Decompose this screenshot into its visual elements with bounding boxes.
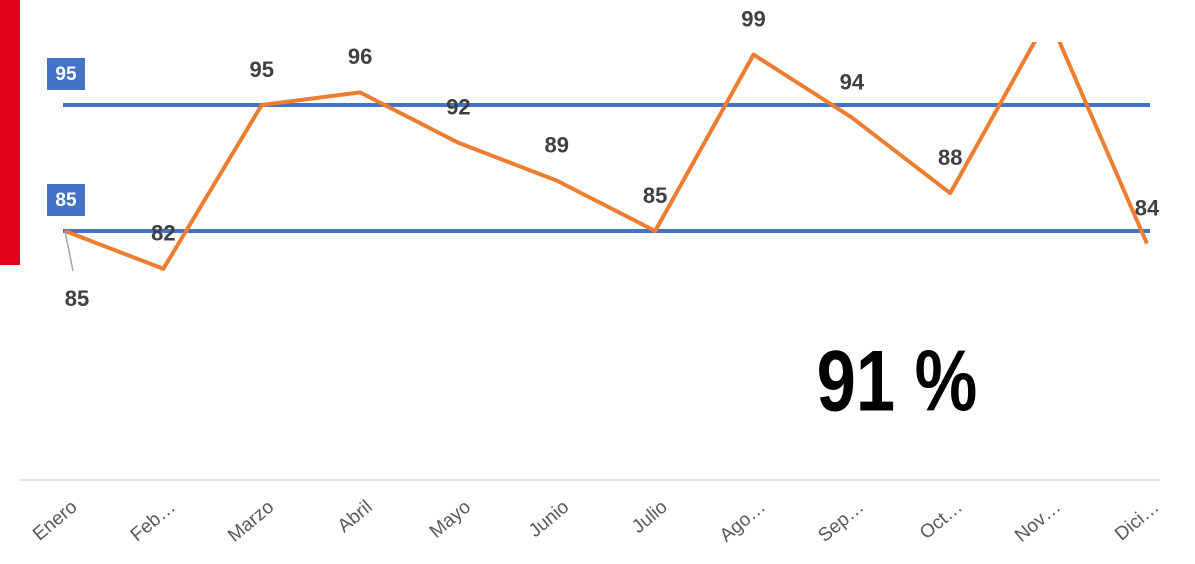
- accent-bar: [0, 0, 20, 265]
- x-tick-label: Mayo: [426, 497, 475, 543]
- data-label: 84: [1135, 195, 1160, 220]
- series-line: [64, 42, 1149, 271]
- reference-box: [47, 58, 85, 90]
- x-tick-label: Julio: [628, 497, 671, 538]
- data-label: 99: [741, 6, 765, 31]
- data-label: 82: [151, 221, 175, 246]
- annotation: 91 %: [817, 333, 978, 429]
- data-label: 94: [840, 69, 865, 94]
- x-tick-label: Junio: [525, 497, 573, 542]
- data-label: 85: [643, 183, 667, 208]
- data-label: 95: [249, 57, 273, 82]
- x-tick-label: Oct…: [916, 497, 967, 544]
- reference-box: [47, 184, 85, 216]
- x-tick-label: Marzo: [224, 497, 278, 547]
- data-label: 85: [65, 286, 89, 311]
- x-tick-label: Dici…: [1111, 497, 1163, 546]
- x-tick-label: Ago…: [716, 497, 770, 547]
- x-tick-label: Sep…: [814, 497, 868, 547]
- data-label: 88: [938, 145, 962, 170]
- data-label: 96: [348, 44, 372, 69]
- reference-label: 95: [55, 64, 77, 85]
- x-tick-label: Feb…: [127, 497, 180, 546]
- data-label: 92: [446, 95, 470, 120]
- x-tick-label: Abril: [334, 497, 377, 538]
- plot-area: [64, 42, 1149, 271]
- leader-line: [64, 230, 74, 272]
- x-tick-label: Enero: [29, 497, 81, 546]
- x-tick-label: Nov…: [1011, 497, 1065, 547]
- reference-label: 85: [55, 190, 77, 211]
- data-label: 89: [545, 132, 569, 157]
